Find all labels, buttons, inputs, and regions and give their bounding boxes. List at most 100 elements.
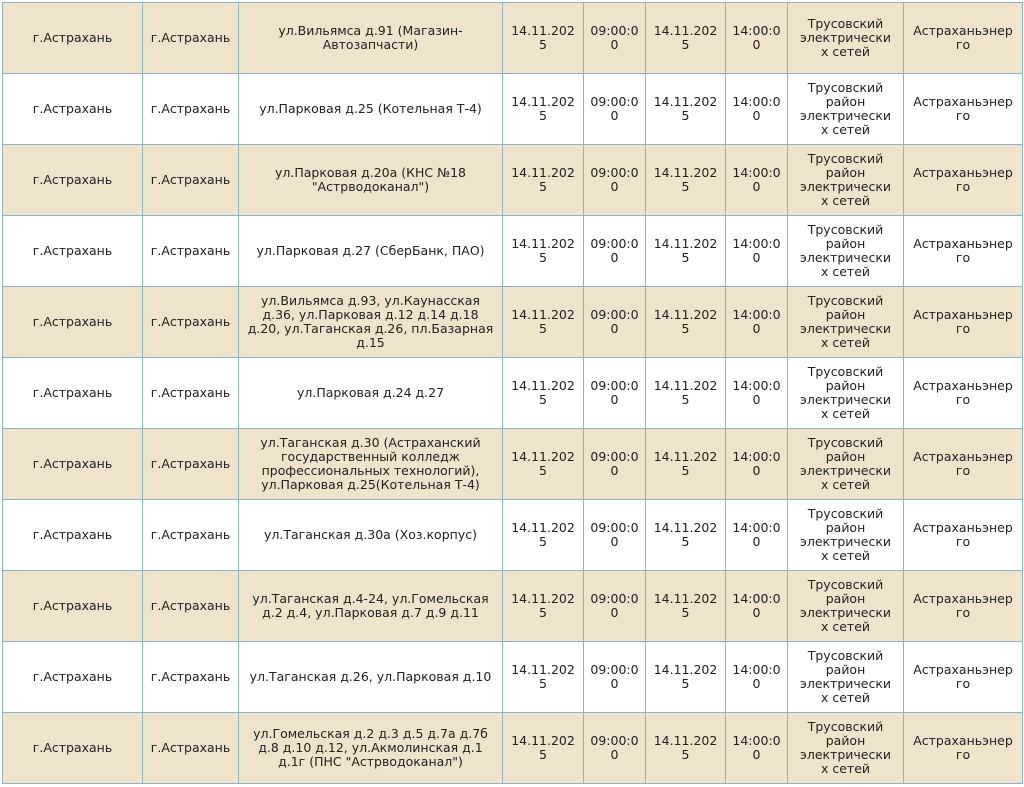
- company: Астраханьэнерго: [903, 712, 1023, 784]
- city: г.Астрахань: [2, 499, 143, 571]
- locality: г.Астрахань: [142, 570, 239, 642]
- district: Трусовский район электрических сетей: [787, 73, 904, 145]
- city: г.Астрахань: [2, 357, 143, 429]
- locality: г.Астрахань: [142, 428, 239, 500]
- company: Астраханьэнерго: [903, 499, 1023, 571]
- end-time: 14:00:00: [725, 428, 788, 500]
- address: ул.Гомельская д.2 д.3 д.5 д.7а д.7б д.8 …: [238, 712, 503, 784]
- district: Трусовский район электрических сетей: [787, 499, 904, 571]
- end-time: 14:00:00: [725, 712, 788, 784]
- end-time: 14:00:00: [725, 144, 788, 216]
- start-date: 14.11.2025: [502, 428, 584, 500]
- start-time: 09:00:00: [583, 357, 646, 429]
- address: ул.Таганская д.30а (Хоз.корпус): [238, 499, 503, 571]
- locality: г.Астрахань: [142, 712, 239, 784]
- company: Астраханьэнерго: [903, 286, 1023, 358]
- locality: г.Астрахань: [142, 73, 239, 145]
- locality: г.Астрахань: [142, 499, 239, 571]
- end-time: 14:00:00: [725, 73, 788, 145]
- locality: г.Астрахань: [142, 357, 239, 429]
- start-time: 09:00:00: [583, 286, 646, 358]
- table-row: г.Астрахань г.Астрахань ул.Таганская д.26,…: [2, 641, 1023, 713]
- district: Трусовский район электрических сетей: [787, 144, 904, 216]
- end-date: 14.11.2025: [645, 286, 726, 358]
- city: г.Астрахань: [2, 73, 143, 145]
- city: г.Астрахань: [2, 2, 143, 74]
- start-time: 09:00:00: [583, 215, 646, 287]
- table-row: г.Астрахань г.Астрахань ул.Вильямса д.91 (…: [2, 2, 1023, 74]
- start-date: 14.11.2025: [502, 2, 584, 74]
- start-date: 14.11.2025: [502, 357, 584, 429]
- end-time: 14:00:00: [725, 570, 788, 642]
- table-row: г.Астрахань г.Астрахань ул.Парковая д.27 (…: [2, 215, 1023, 287]
- end-date: 14.11.2025: [645, 215, 726, 287]
- start-date: 14.11.2025: [502, 144, 584, 216]
- table-row: г.Астрахань г.Астрахань ул.Таганская д.30 …: [2, 428, 1023, 500]
- company: Астраханьэнерго: [903, 641, 1023, 713]
- address: ул.Парковая д.24 д.27: [238, 357, 503, 429]
- city: г.Астрахань: [2, 215, 143, 287]
- start-date: 14.11.2025: [502, 286, 584, 358]
- end-time: 14:00:00: [725, 215, 788, 287]
- end-date: 14.11.2025: [645, 428, 726, 500]
- table-row: г.Астрахань г.Астрахань ул.Парковая д.25 (…: [2, 73, 1023, 145]
- table-row: г.Астрахань г.Астрахань ул.Парковая д.20а …: [2, 144, 1023, 216]
- end-date: 14.11.2025: [645, 357, 726, 429]
- company: Астраханьэнерго: [903, 570, 1023, 642]
- company: Астраханьэнерго: [903, 215, 1023, 287]
- start-date: 14.11.2025: [502, 215, 584, 287]
- locality: г.Астрахань: [142, 286, 239, 358]
- district: Трусовский район электрических сетей: [787, 712, 904, 784]
- address: ул.Парковая д.20а (КНС №18 "Астрводокана…: [238, 144, 503, 216]
- start-date: 14.11.2025: [502, 712, 584, 784]
- end-time: 14:00:00: [725, 2, 788, 74]
- start-time: 09:00:00: [583, 73, 646, 145]
- table-row: г.Астрахань г.Астрахань ул.Гомельская д.2 …: [2, 712, 1023, 784]
- city: г.Астрахань: [2, 712, 143, 784]
- start-date: 14.11.2025: [502, 570, 584, 642]
- city: г.Астрахань: [2, 641, 143, 713]
- start-date: 14.11.2025: [502, 641, 584, 713]
- address: ул.Вильямса д.93, ул.Каунасская д.36, ул…: [238, 286, 503, 358]
- end-date: 14.11.2025: [645, 144, 726, 216]
- district: Трусовский район электрических сетей: [787, 357, 904, 429]
- start-time: 09:00:00: [583, 712, 646, 784]
- end-date: 14.11.2025: [645, 499, 726, 571]
- city: г.Астрахань: [2, 570, 143, 642]
- start-time: 09:00:00: [583, 499, 646, 571]
- start-time: 09:00:00: [583, 2, 646, 74]
- start-time: 09:00:00: [583, 570, 646, 642]
- locality: г.Астрахань: [142, 215, 239, 287]
- district: Трусовский район электрических сетей: [787, 215, 904, 287]
- start-date: 14.11.2025: [502, 73, 584, 145]
- end-date: 14.11.2025: [645, 2, 726, 74]
- district: Трусовский район электрических сетей: [787, 570, 904, 642]
- end-date: 14.11.2025: [645, 570, 726, 642]
- company: Астраханьэнерго: [903, 2, 1023, 74]
- end-time: 14:00:00: [725, 357, 788, 429]
- district: Трусовский район электрических сетей: [787, 286, 904, 358]
- address: ул.Вильямса д.91 (Магазин-Автозапчасти): [238, 2, 503, 74]
- district: Трусовский район электрических сетей: [787, 641, 904, 713]
- end-date: 14.11.2025: [645, 73, 726, 145]
- district: Трусовский электрических сетей: [787, 2, 904, 74]
- address: ул.Таганская д.30 (Астраханский государс…: [238, 428, 503, 500]
- company: Астраханьэнерго: [903, 73, 1023, 145]
- address: ул.Парковая д.27 (СберБанк, ПАО): [238, 215, 503, 287]
- end-date: 14.11.2025: [645, 641, 726, 713]
- start-time: 09:00:00: [583, 144, 646, 216]
- table-row: г.Астрахань г.Астрахань ул.Вильямса д.93, …: [2, 286, 1023, 358]
- table-row: г.Астрахань г.Астрахань ул.Парковая д.24 д…: [2, 357, 1023, 429]
- address: ул.Таганская д.26, ул.Парковая д.10: [238, 641, 503, 713]
- end-time: 14:00:00: [725, 286, 788, 358]
- district: Трусовский район электрических сетей: [787, 428, 904, 500]
- end-time: 14:00:00: [725, 641, 788, 713]
- city: г.Астрахань: [2, 144, 143, 216]
- end-time: 14:00:00: [725, 499, 788, 571]
- start-time: 09:00:00: [583, 428, 646, 500]
- locality: г.Астрахань: [142, 641, 239, 713]
- locality: г.Астрахань: [142, 144, 239, 216]
